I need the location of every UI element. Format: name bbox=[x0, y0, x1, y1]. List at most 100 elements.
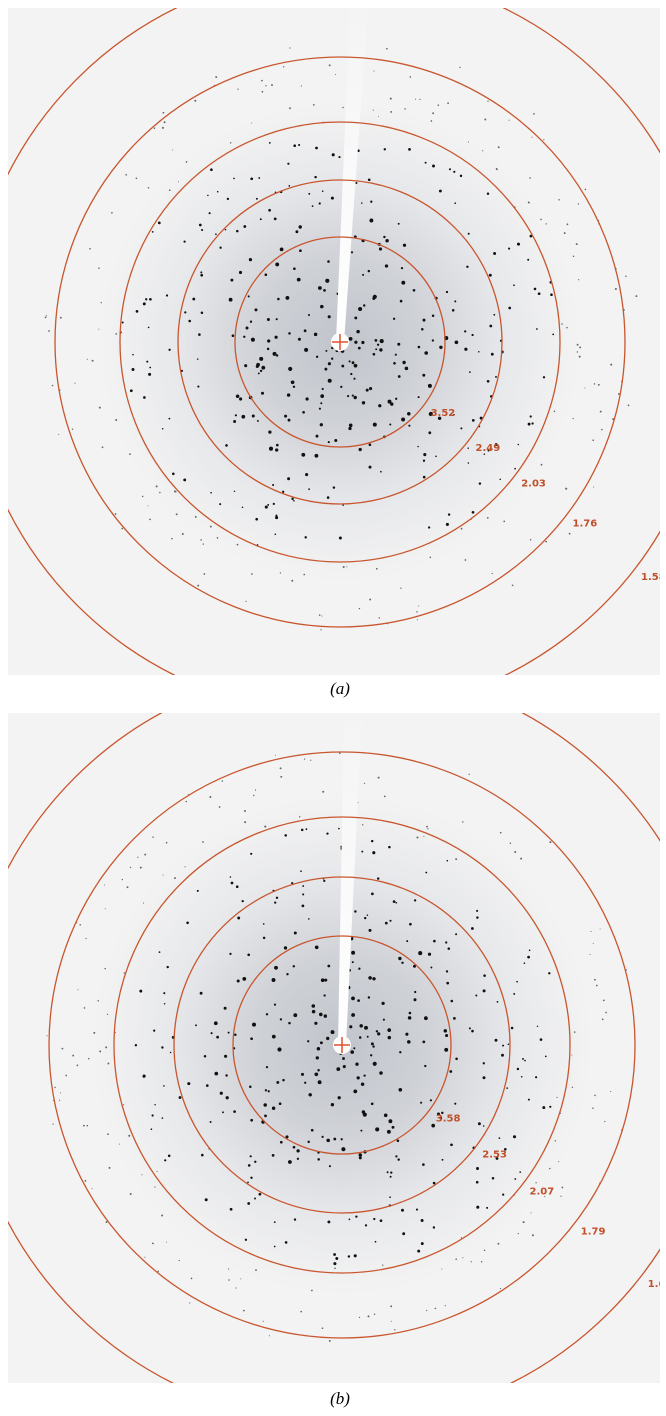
diffraction-spot bbox=[519, 1171, 521, 1173]
diffraction-spot bbox=[163, 1085, 165, 1087]
diffraction-spot bbox=[602, 1019, 604, 1021]
diffraction-spot bbox=[529, 177, 531, 179]
diffraction-spot bbox=[532, 1234, 534, 1236]
diffraction-spot bbox=[359, 1156, 362, 1159]
diffraction-spot bbox=[467, 447, 469, 449]
diffraction-spot bbox=[408, 148, 411, 151]
diffraction-spot bbox=[491, 353, 494, 356]
diffraction-spot bbox=[322, 1136, 324, 1138]
diffraction-spot bbox=[314, 333, 318, 337]
diffraction-spot bbox=[594, 979, 596, 981]
diffraction-spot bbox=[389, 920, 391, 922]
diffraction-spot bbox=[284, 834, 287, 837]
diffraction-spot bbox=[222, 1111, 224, 1113]
diffraction-spot bbox=[143, 302, 146, 305]
diffraction-spot bbox=[496, 169, 497, 170]
diffraction-spot bbox=[353, 378, 355, 380]
diffraction-spot bbox=[522, 1058, 524, 1060]
diffraction-spot bbox=[246, 327, 249, 330]
diffraction-spot bbox=[374, 1314, 375, 1315]
diffraction-spot bbox=[354, 364, 358, 368]
diffraction-spot bbox=[572, 1087, 573, 1088]
diffraction-spot bbox=[375, 1127, 379, 1131]
diffraction-spot bbox=[390, 1176, 392, 1178]
diffraction-spot bbox=[234, 1034, 237, 1037]
diffraction-spot bbox=[408, 1016, 412, 1020]
diffraction-spot bbox=[263, 937, 266, 940]
diffraction-spot bbox=[528, 201, 530, 203]
diffraction-spot bbox=[540, 219, 542, 221]
diffraction-spot bbox=[154, 1186, 155, 1187]
diffraction-spot bbox=[274, 901, 276, 903]
diffraction-spot bbox=[409, 923, 412, 926]
diffraction-spot bbox=[615, 288, 617, 290]
diffraction-spot bbox=[230, 279, 233, 282]
diffraction-spot bbox=[219, 806, 221, 808]
diffraction-spot bbox=[215, 233, 217, 235]
diffraction-spot bbox=[156, 485, 158, 487]
diffraction-spot bbox=[291, 580, 293, 582]
diffraction-spot bbox=[313, 104, 315, 106]
diffraction-spot bbox=[268, 430, 271, 433]
diffraction-spot bbox=[175, 491, 176, 492]
diffraction-spot bbox=[603, 1000, 605, 1002]
diffraction-spot bbox=[511, 1027, 514, 1030]
diffraction-spot bbox=[435, 1308, 437, 1310]
diffraction-spot bbox=[590, 931, 591, 932]
diffraction-spot bbox=[302, 905, 305, 908]
diffraction-spot bbox=[145, 298, 147, 300]
diffraction-spot bbox=[132, 354, 134, 356]
diffraction-spot bbox=[371, 893, 374, 896]
diffraction-spot bbox=[280, 248, 284, 252]
diffraction-spot bbox=[245, 601, 246, 602]
diffraction-spot bbox=[248, 295, 250, 297]
diffraction-spot bbox=[247, 953, 250, 956]
diffraction-spot bbox=[87, 359, 88, 360]
diffraction-spot bbox=[299, 816, 300, 817]
diffraction-spot bbox=[230, 1208, 233, 1211]
diffraction-spot bbox=[533, 113, 535, 115]
diffraction-spot bbox=[406, 940, 408, 942]
diffraction-spot bbox=[394, 1329, 395, 1330]
diffraction-spot bbox=[448, 513, 450, 515]
diffraction-spot bbox=[359, 1317, 360, 1318]
diffraction-spot bbox=[426, 1310, 427, 1311]
diffraction-spot bbox=[84, 1180, 86, 1182]
diffraction-spot bbox=[323, 994, 325, 996]
diffraction-spot bbox=[283, 66, 284, 67]
diffraction-spot bbox=[329, 1165, 331, 1167]
diffraction-spot bbox=[476, 910, 478, 912]
diffraction-spot bbox=[243, 1310, 245, 1312]
diffraction-spot bbox=[275, 534, 277, 536]
diffraction-spot bbox=[523, 1221, 525, 1223]
diffraction-spot bbox=[415, 99, 416, 100]
diffraction-spot bbox=[495, 376, 497, 378]
diffraction-spot bbox=[417, 446, 418, 447]
diffraction-spot bbox=[288, 1022, 291, 1025]
ring-label: 1.76 bbox=[573, 519, 598, 530]
diffraction-spot bbox=[471, 927, 474, 930]
diffraction-spot bbox=[560, 1196, 561, 1197]
diffraction-spot bbox=[333, 1253, 336, 1256]
diffraction-spot bbox=[577, 344, 579, 346]
diffraction-spot bbox=[605, 1012, 607, 1014]
diffraction-spot bbox=[573, 256, 575, 258]
diffraction-spot bbox=[144, 854, 146, 856]
diffraction-spot bbox=[384, 796, 386, 798]
diffraction-spot bbox=[378, 777, 380, 779]
diffraction-spot bbox=[359, 608, 360, 609]
diffraction-spot bbox=[166, 1242, 167, 1243]
diffraction-spot bbox=[250, 1119, 253, 1122]
diffraction-spot bbox=[260, 370, 262, 372]
diffraction-spot bbox=[106, 1221, 108, 1223]
diffraction-spot bbox=[211, 1032, 213, 1034]
diffraction-spot bbox=[226, 1096, 229, 1099]
diffraction-spot bbox=[381, 1002, 384, 1005]
diffraction-spot bbox=[250, 321, 252, 323]
ring-label: 2.03 bbox=[521, 479, 546, 490]
diffraction-spot bbox=[304, 348, 308, 352]
diffraction-spot bbox=[201, 312, 204, 315]
diffraction-spot bbox=[383, 236, 385, 238]
diffraction-spot bbox=[144, 1257, 145, 1258]
diffraction-spot bbox=[184, 241, 186, 243]
